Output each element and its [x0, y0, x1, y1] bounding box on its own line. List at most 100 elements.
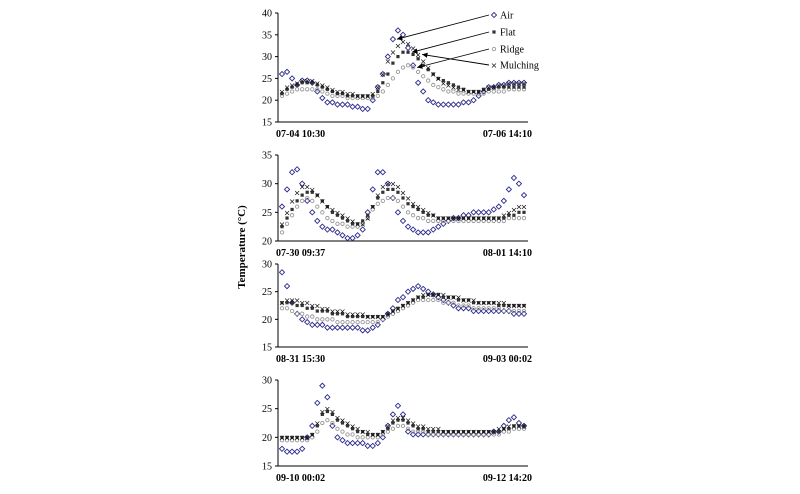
panel-3-mulching-point: ×: [314, 302, 321, 311]
panel-1-ridge-point: [481, 91, 486, 96]
panel-2-air-point: [414, 229, 422, 236]
panel-4-mulching-point: ×: [344, 419, 351, 428]
panel-2-flat-point: [320, 199, 324, 203]
panel-3-ridge-point: [476, 306, 481, 311]
panel-2-flat-point: [477, 216, 481, 220]
panel-3-air-point: [334, 324, 341, 331]
panel-4-mulching-point: ×: [460, 428, 467, 437]
panel-2-mulching-point: ×: [511, 205, 518, 214]
panel-3-flat-point: [391, 309, 395, 313]
panel-3-flat-point: [446, 295, 450, 299]
panel-1-mulching-point: ×: [304, 77, 311, 86]
panel-2-flat-point: [335, 213, 340, 217]
panel-1-flat-point: [446, 81, 450, 85]
panel-4-flat-point: [512, 424, 516, 428]
panel-4-flat-point: [477, 430, 481, 434]
panel-2-ridge-point: [380, 198, 385, 204]
panel-3-air-point: [404, 288, 412, 295]
panel-3-flat-point: [386, 312, 390, 316]
panel-1-air-point: [324, 99, 331, 106]
panel-4-series-mulching: ××××××××××××××××××××××××××××××××××××××××…: [279, 405, 528, 443]
panel-4-mulching-point: ×: [309, 430, 316, 439]
panel-3-ridge-point: [436, 297, 441, 303]
panel-3-flat-point: [366, 314, 370, 319]
panel-3-flat-point: [320, 309, 324, 313]
panel-3-ridge-point: [521, 308, 527, 314]
panel-2-flat-point: [290, 207, 294, 212]
panel-3-flat-point: [477, 301, 481, 305]
panel-1-air-point: [425, 97, 432, 104]
panel-3-air-point: [319, 321, 326, 329]
panel-2-flat-point: [517, 210, 521, 214]
panel-3-flat-point: [300, 303, 304, 308]
panel-3-ridge-point: [375, 319, 380, 325]
panel-2-mulching-point: ×: [400, 188, 407, 197]
panel-2-flat-point: [340, 216, 345, 220]
panel-2-flat-point: [482, 216, 486, 220]
panel-3-flat-point: [305, 306, 309, 310]
panel-3-air-point: [298, 316, 306, 323]
panel-1-air-point: [374, 83, 381, 91]
panel-3-mulching-point: ×: [379, 313, 386, 322]
panel-4-air-point: [344, 439, 351, 447]
panel-2-mulching-point: ×: [289, 197, 296, 206]
panel-4-flat-point: [522, 424, 526, 428]
panel-3-mulching-point: ×: [364, 313, 371, 322]
panel-3-ridge-point: [284, 306, 290, 311]
panel-2-mulching-point: ×: [420, 205, 427, 214]
panel-1-ridge-point: [431, 82, 436, 88]
panel-2-flat-point: [300, 193, 304, 197]
panel-3-air-point: [354, 324, 361, 331]
panel-4-flat-point: [356, 430, 360, 434]
panel-4-flat-point: [466, 430, 471, 434]
panel-3-mulching-point: ×: [329, 307, 336, 316]
panel-1-mulching-point: ×: [329, 85, 336, 94]
panel-4-flat-point: [376, 432, 380, 437]
panel-2-mulching-point: ×: [349, 217, 356, 226]
panel-1-y-tick-label: 25: [262, 74, 272, 85]
panel-3-flat-point: [285, 301, 289, 305]
panel-2-flat-point: [366, 213, 370, 217]
panel-4-flat-point: [482, 430, 486, 434]
panel-4-ridge-point: [330, 420, 335, 426]
panel-3-flat-point: [401, 303, 405, 308]
panel-2-ridge-point: [421, 215, 426, 221]
panel-1-ridge-point: [461, 91, 466, 96]
panel-4-flat-point: [441, 430, 445, 434]
panel-3-flat-point: [497, 303, 501, 308]
panel-3-flat-point: [396, 306, 400, 310]
panel-4-mulching-point: ×: [349, 422, 356, 431]
panel-1-ridge-point: [415, 69, 421, 75]
panel-4-flat-point: [325, 409, 329, 414]
panel-2-mulching-point: ×: [490, 214, 497, 223]
panel-3-mulching-point: ×: [440, 290, 447, 299]
panel-3-flat-point: [471, 301, 476, 305]
panel-3-mulching-point: ×: [445, 293, 452, 302]
panel-3-flat-point: [376, 314, 380, 319]
panel-1-ridge-point: [289, 89, 295, 94]
panel-2-air-point: [374, 169, 381, 176]
panel-3-air-point: [364, 327, 371, 334]
panel-1-flat-point: [340, 92, 345, 96]
panel-1-flat-point: [335, 92, 340, 96]
panel-2-mulching-point: ×: [284, 208, 291, 217]
panel-4-flat-point: [517, 424, 521, 428]
panel-2-flat-point: [295, 199, 299, 203]
panel-2-mulching-point: ×: [279, 220, 286, 229]
panel-1-flat-point: [451, 83, 456, 87]
panel-1-air-point: [319, 94, 326, 102]
panel-4-flat-point: [497, 430, 501, 434]
panel-3-air-point: [329, 324, 336, 331]
panel-3-mulching-point: ×: [475, 299, 482, 308]
panel-2-mulching-point: ×: [379, 183, 386, 192]
panel-2-ridge-point: [511, 215, 517, 221]
panel-1-flat-point: [482, 87, 486, 91]
panel-2-ridge-point: [325, 215, 330, 221]
panel-4-mulching-point: ×: [516, 422, 523, 431]
panel-2-flat-point: [441, 216, 445, 220]
panel-1-start-date: 07-04 10:30: [276, 129, 325, 140]
panel-1-mulching-point: ×: [475, 87, 482, 96]
panel-3-mulching-point: ×: [284, 296, 291, 305]
panel-4-y-tick-label: 25: [262, 404, 272, 415]
